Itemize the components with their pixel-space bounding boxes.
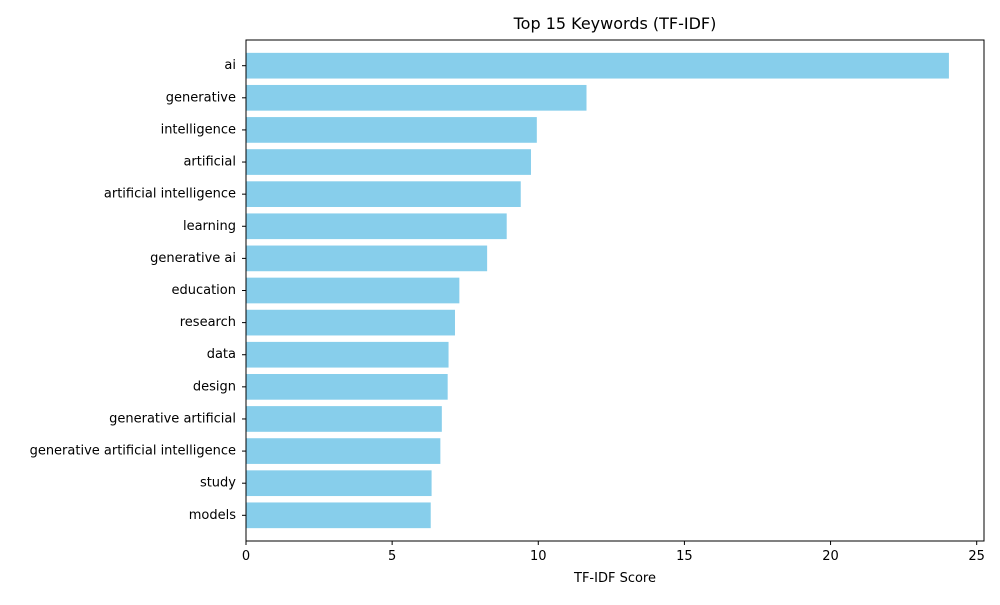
bar-3 [246, 149, 531, 175]
x-axis-ticks: 0 5 10 15 20 25 [242, 541, 985, 564]
x-axis-label: TF-IDF Score [573, 571, 656, 586]
x-tick-label: 25 [968, 549, 985, 564]
x-tick-label: 20 [822, 549, 839, 564]
y-tick-label: education [171, 283, 236, 298]
bar-2 [246, 117, 537, 143]
bar-0 [246, 52, 949, 79]
x-tick-label: 0 [242, 549, 250, 564]
bar-8 [246, 309, 455, 336]
bar-12 [246, 438, 441, 464]
bar-1 [246, 84, 587, 111]
y-tick-label: learning [183, 219, 236, 234]
y-tick-label: artificial [183, 155, 236, 170]
x-tick-label: 5 [388, 549, 396, 564]
y-tick-label: design [193, 379, 236, 394]
bar-13 [246, 470, 432, 497]
y-tick-label: study [200, 476, 236, 491]
y-axis-ticks: ai generative intelligence artificial artifi… [30, 58, 246, 523]
y-tick-label: ai [224, 58, 236, 73]
y-tick-label: generative artificial intelligence [30, 444, 236, 459]
plot-frame [245, 39, 985, 542]
x-tick-label: 15 [676, 549, 693, 564]
y-tick-label: generative ai [150, 251, 236, 266]
bar-7 [246, 277, 460, 304]
bar-6 [246, 245, 488, 272]
y-tick-label: research [180, 315, 236, 330]
y-tick-label: data [207, 347, 236, 362]
x-tick-label: 10 [530, 549, 547, 564]
bar-10 [246, 374, 448, 400]
y-tick-label: generative [166, 90, 236, 105]
y-tick-label: artificial intelligence [104, 187, 236, 202]
bar-11 [246, 406, 442, 432]
bar-9 [246, 341, 449, 368]
y-tick-label: generative artificial [109, 411, 236, 426]
bars-group [246, 52, 949, 529]
y-tick-label: models [189, 508, 236, 523]
bar-4 [246, 181, 521, 207]
y-tick-label: intelligence [161, 122, 236, 137]
chart-title: Top 15 Keywords (TF-IDF) [513, 14, 717, 33]
bar-5 [246, 213, 507, 240]
bar-14 [246, 502, 431, 529]
